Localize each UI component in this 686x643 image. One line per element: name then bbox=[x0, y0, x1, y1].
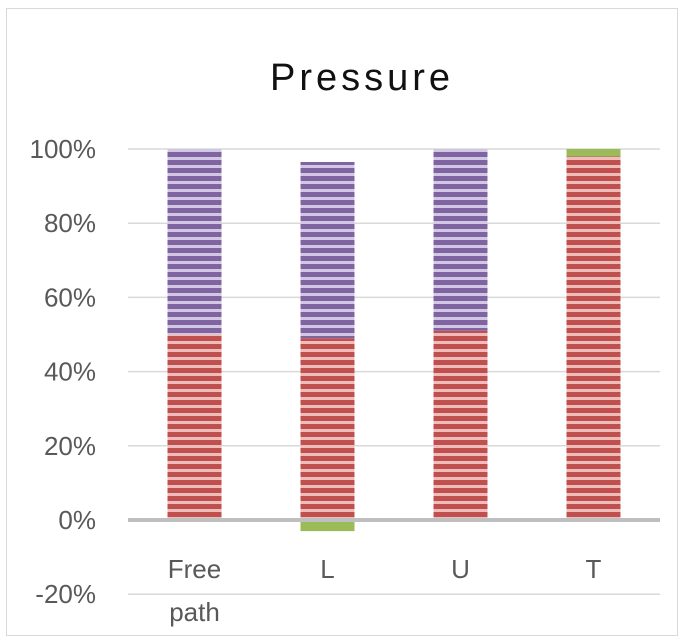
y-tick-label: 100% bbox=[30, 134, 97, 164]
bar-segment bbox=[433, 330, 488, 520]
y-tick-label: 40% bbox=[44, 357, 96, 387]
bar-segment bbox=[300, 161, 355, 339]
bar-segment bbox=[167, 334, 222, 520]
y-tick-label: -20% bbox=[35, 579, 96, 609]
y-tick-label: 0% bbox=[58, 505, 96, 535]
x-category-label: T bbox=[586, 554, 602, 584]
y-tick-label: 80% bbox=[44, 208, 96, 238]
y-tick-label: 20% bbox=[44, 431, 96, 461]
x-category-label: Free bbox=[168, 554, 221, 584]
x-category-label: path bbox=[169, 597, 220, 627]
bar-segment bbox=[300, 338, 355, 520]
bar-segment bbox=[566, 156, 621, 521]
x-category-label: U bbox=[451, 554, 470, 584]
y-tick-label: 60% bbox=[44, 282, 96, 312]
bar-segment bbox=[167, 149, 222, 335]
bar-segment bbox=[300, 520, 355, 532]
x-category-label: L bbox=[320, 554, 334, 584]
chart-title: Pressure bbox=[270, 57, 454, 99]
bar-segment bbox=[566, 149, 621, 157]
bar-segment bbox=[433, 149, 488, 331]
